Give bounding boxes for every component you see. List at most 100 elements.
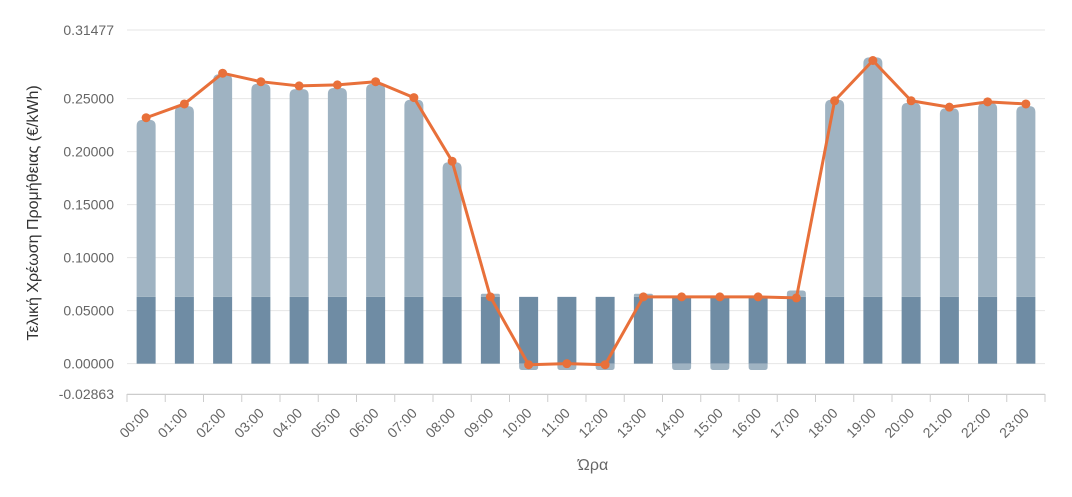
line-layer	[141, 55, 1031, 370]
x-tick-label: 22:00	[958, 405, 994, 441]
line-series	[144, 58, 1028, 367]
x-tick-label: 03:00	[231, 405, 267, 441]
bar-base	[978, 296, 998, 364]
x-tick-label: 00:00	[116, 405, 152, 441]
x-tick-label: 20:00	[881, 405, 917, 441]
bar-base	[710, 296, 730, 364]
x-tick-label: 13:00	[613, 405, 649, 441]
bar-base	[939, 296, 959, 364]
line-point	[906, 96, 916, 106]
x-tick-label: 18:00	[805, 405, 841, 441]
y-tick-label: 0.15000	[63, 197, 114, 213]
bar-base	[366, 296, 386, 364]
bar-top	[289, 89, 309, 297]
x-tick-label: 08:00	[422, 405, 458, 441]
y-tick-label: 0.10000	[63, 250, 114, 266]
bar-top	[174, 106, 194, 297]
bar-base	[557, 296, 577, 364]
line-point	[524, 360, 534, 370]
x-tick-label: 16:00	[728, 405, 764, 441]
line-point	[332, 80, 342, 90]
y-tick-label: -0.02863	[59, 386, 114, 402]
bar-top	[251, 83, 271, 297]
bar-base	[672, 296, 692, 364]
x-tick-label: 05:00	[307, 405, 343, 441]
bar-base	[404, 296, 424, 364]
y-tick-label: 0.20000	[63, 144, 114, 160]
x-tick-label: 11:00	[538, 405, 574, 441]
y-axis-title: Τελική Χρέωση Προμήθειας (€/kWh)	[25, 85, 42, 340]
bar-top	[366, 83, 386, 297]
x-tick-label: 06:00	[346, 405, 382, 441]
bar-top	[327, 88, 347, 297]
x-tick-label: 04:00	[269, 405, 305, 441]
line-point	[791, 293, 801, 303]
bar-base	[633, 296, 653, 364]
line-point	[600, 360, 610, 370]
x-tick-label: 19:00	[843, 405, 879, 441]
bar-top	[442, 162, 462, 297]
x-tick-label: 07:00	[384, 405, 420, 441]
line-point	[830, 96, 840, 106]
y-tick-label: 0.05000	[63, 303, 114, 319]
line-point	[868, 55, 878, 65]
bar-base	[289, 296, 309, 364]
bar-base	[748, 296, 768, 364]
bar-base	[442, 296, 462, 364]
y-tick-label: 0.31477	[63, 22, 114, 38]
grid-layer	[127, 29, 1045, 395]
bar-top	[939, 108, 959, 297]
bar-base	[519, 296, 539, 364]
x-tick-label: 23:00	[996, 405, 1032, 441]
bar-top	[672, 363, 692, 371]
bar-base	[480, 296, 500, 364]
bar-top	[748, 363, 768, 371]
bar-base	[1016, 296, 1036, 364]
y-tick-label: 0.25000	[63, 91, 114, 107]
bar-top	[710, 363, 730, 371]
line-point	[141, 113, 151, 123]
line-point	[218, 68, 228, 78]
line-point	[409, 93, 419, 103]
bar-top	[404, 99, 424, 297]
bar-base	[174, 296, 194, 364]
line-point	[447, 156, 457, 166]
x-tick-label: 15:00	[690, 405, 726, 441]
bar-base	[825, 296, 845, 364]
bar-top	[213, 74, 233, 297]
x-tick-label: 17:00	[766, 405, 802, 441]
bar-base	[251, 296, 271, 364]
x-tick-label: 09:00	[460, 405, 496, 441]
bar-top	[901, 102, 921, 297]
bar-top	[1016, 106, 1036, 297]
bar-base	[213, 296, 233, 364]
line-point	[753, 292, 763, 302]
x-tick-label: 21:00	[919, 405, 955, 441]
line-point	[371, 77, 381, 87]
x-axis-title: Ώρα	[577, 457, 608, 474]
line-point	[944, 102, 954, 112]
bar-base	[136, 296, 156, 364]
bar-base	[595, 296, 615, 364]
x-tick-label: 14:00	[652, 405, 688, 441]
line-point	[983, 97, 993, 107]
bar-base	[327, 296, 347, 364]
bar-top	[825, 99, 845, 297]
bar-top	[136, 119, 156, 297]
bar-base	[901, 296, 921, 364]
line-point	[1021, 99, 1031, 109]
line-point	[485, 292, 495, 302]
line-point	[677, 292, 687, 302]
x-tick-label: 10:00	[499, 405, 535, 441]
line-point	[179, 99, 189, 109]
x-tick-label: 12:00	[575, 405, 611, 441]
bar-layer	[136, 57, 1036, 371]
x-tick-label: 01:00	[154, 405, 190, 441]
bar-base	[786, 296, 806, 364]
line-point	[256, 77, 266, 87]
y-tick-label: 0.00000	[63, 356, 114, 372]
line-point	[294, 81, 304, 91]
bar-top	[863, 57, 883, 297]
